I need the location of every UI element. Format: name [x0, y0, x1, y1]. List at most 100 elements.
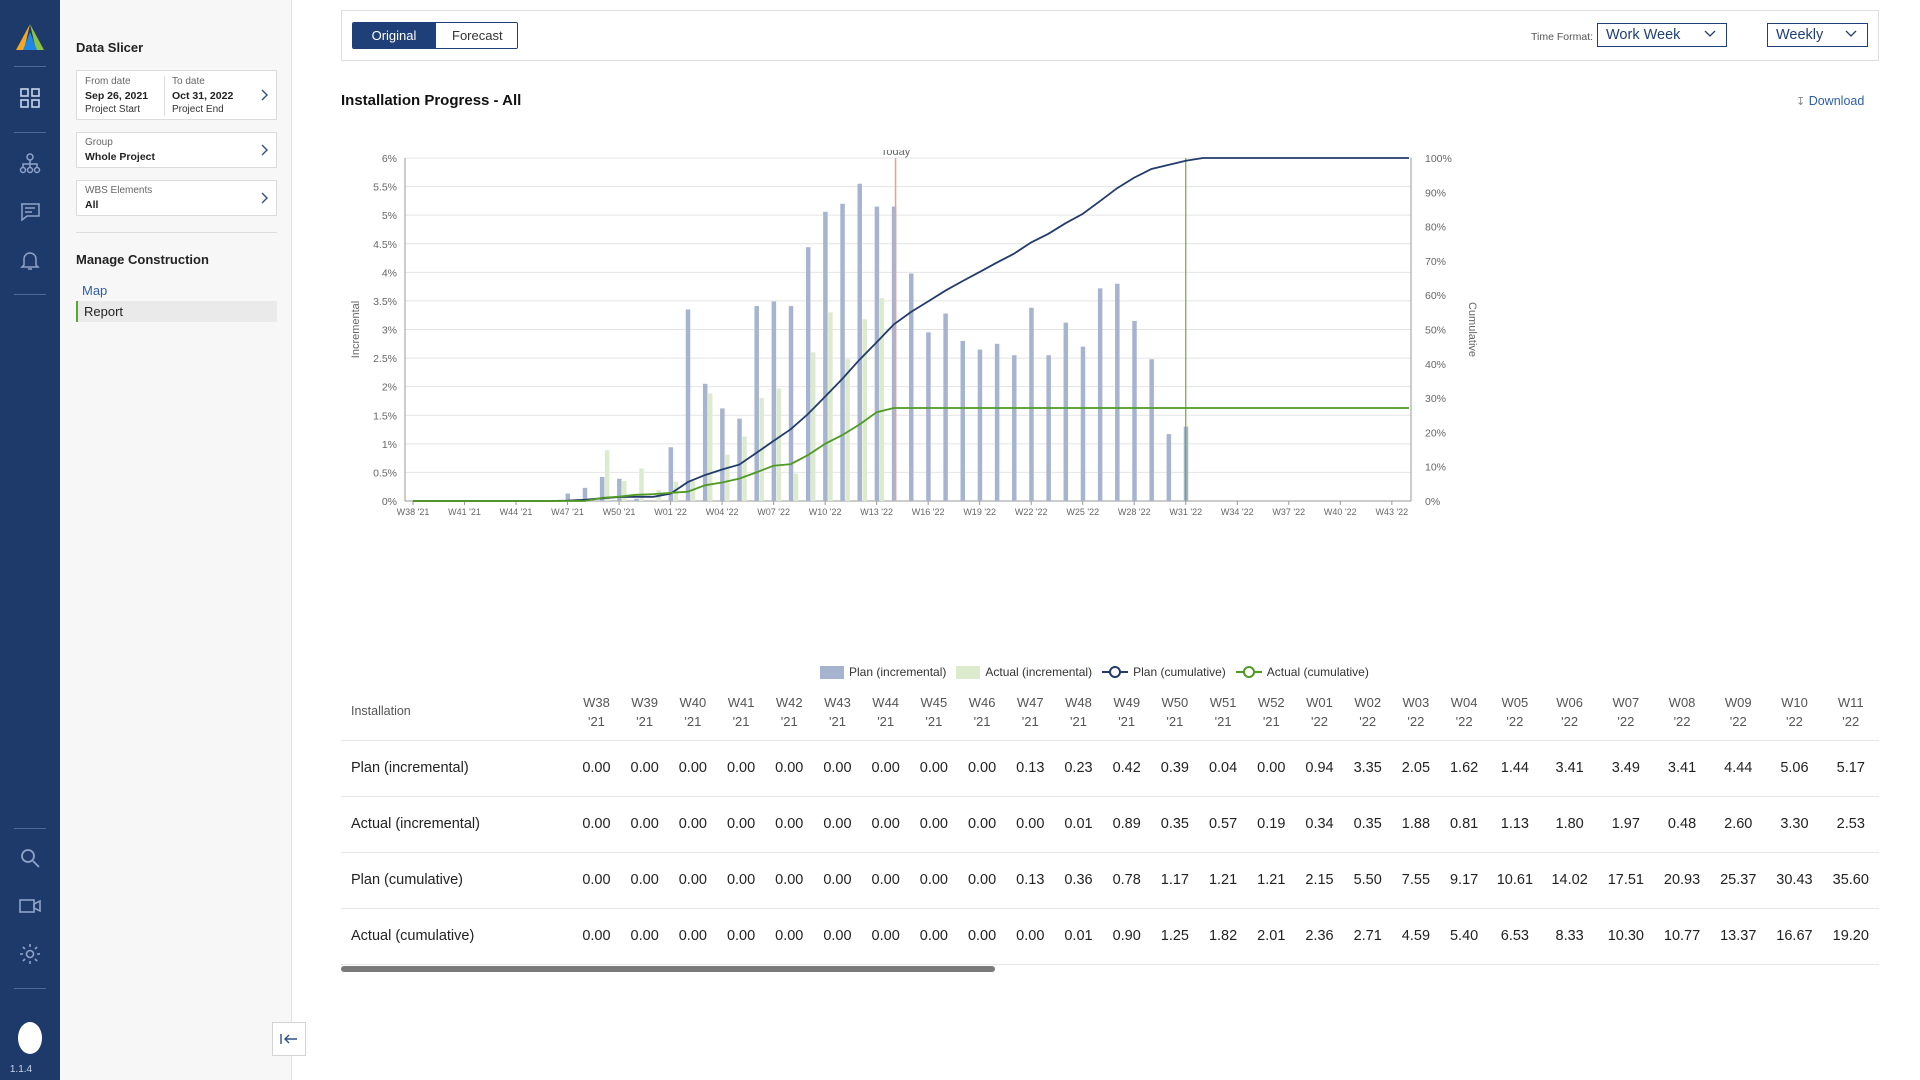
- year-label: '21: [684, 713, 702, 729]
- collapse-panel-button[interactable]: [272, 1022, 306, 1056]
- report-toolbar: Original Forecast Time Format: Work Week…: [341, 10, 1879, 61]
- data-table: Installation W38'21 W39'21 W40'21 W41'21 W42…: [341, 684, 1879, 965]
- y-left-tick-label: 6%: [382, 153, 397, 165]
- table-cell: 0.00: [716, 852, 766, 909]
- gear-icon[interactable]: [16, 940, 44, 968]
- avatar[interactable]: [18, 1022, 42, 1054]
- table-cell: 0.35: [1150, 796, 1199, 853]
- y-left-tick-label: 5%: [382, 210, 397, 222]
- year-label: '22: [1842, 713, 1860, 729]
- y-right-axis-title: Cumulative: [1466, 302, 1478, 357]
- table-cell: 0.00: [668, 796, 717, 853]
- table-cell: 4.59: [1391, 908, 1440, 965]
- week-label: W50: [1161, 694, 1189, 710]
- search-icon[interactable]: [16, 844, 44, 872]
- x-tick-label: W10 '22: [809, 507, 842, 517]
- y-left-tick-label: 5.5%: [373, 182, 397, 194]
- chevron-right-icon: [261, 192, 268, 204]
- week-label: W10: [1781, 694, 1808, 710]
- from-date-sub: Project Start: [85, 104, 141, 115]
- week-label: W08: [1668, 694, 1696, 710]
- y-left-tick-label: 3.5%: [373, 296, 397, 308]
- legend-item[interactable]: Plan (cumulative): [1102, 665, 1226, 679]
- scrollbar-thumb[interactable]: [341, 966, 995, 972]
- table-cell: 1.21: [1198, 852, 1248, 909]
- y-left-axis-title: Incremental: [350, 301, 362, 358]
- table-cell: 10.61: [1488, 852, 1542, 909]
- table-cell: 0.13: [1006, 740, 1055, 797]
- plan-incremental-bar: [720, 408, 725, 501]
- week-column-header: W46'21: [957, 684, 1007, 741]
- rail-divider: [14, 294, 46, 295]
- table-cell: 0.34: [1295, 796, 1344, 853]
- week-label: W02: [1354, 694, 1382, 710]
- legend-line-marker: [1235, 666, 1262, 678]
- manage-construction-title: Manage Construction: [76, 252, 209, 267]
- plan-incremental-bar: [909, 273, 914, 501]
- forecast-tab[interactable]: Forecast: [435, 23, 517, 48]
- table-cell: 3.41: [1653, 740, 1711, 797]
- table-cell: 5.40: [1440, 908, 1489, 965]
- table-cell: 0.23: [1054, 740, 1103, 797]
- actual-incremental-bar: [604, 450, 610, 501]
- week-label: W51: [1209, 694, 1237, 710]
- legend-item[interactable]: Actual (incremental): [956, 665, 1092, 679]
- nav-report-link[interactable]: Report: [76, 301, 277, 322]
- table-cell: 0.04: [1198, 740, 1248, 797]
- time-format-select[interactable]: Work Week: [1597, 23, 1727, 47]
- plan-incremental-bar: [1046, 355, 1051, 501]
- download-link[interactable]: ↧ Download: [1796, 94, 1864, 108]
- x-tick-label: W34 '22: [1221, 507, 1254, 517]
- table-row: Plan (incremental) 0.00 0.00 0.00 0.00 0.00 0.…: [341, 740, 1879, 797]
- original-tab[interactable]: Original: [353, 23, 435, 48]
- table-cell: 1.25: [1150, 908, 1199, 965]
- x-tick-label: W19 '22: [963, 507, 996, 517]
- bell-icon[interactable]: [16, 246, 44, 274]
- week-label: W11: [1837, 694, 1864, 710]
- week-column-header: W04'22: [1440, 684, 1489, 741]
- table-horizontal-scrollbar[interactable]: [341, 965, 1879, 973]
- date-range-selector[interactable]: From date Sep 26, 2021 Project Start To …: [76, 70, 277, 120]
- legend-item[interactable]: Actual (cumulative): [1235, 665, 1369, 679]
- plan-incremental-bar: [1166, 434, 1172, 501]
- plan-incremental-bar: [737, 418, 742, 501]
- video-icon[interactable]: [16, 892, 44, 920]
- table-cell: 0.00: [668, 852, 717, 909]
- table-cell: 17.51: [1597, 852, 1654, 909]
- dashboard-icon[interactable]: [16, 84, 44, 112]
- table-cell: 1.13: [1488, 796, 1542, 853]
- table-cell: 0.48: [1653, 796, 1711, 853]
- year-label: '21: [636, 713, 654, 729]
- wbs-label: WBS Elements: [85, 185, 153, 196]
- logo-icon: [16, 24, 44, 50]
- table-cell: 13.37: [1710, 908, 1767, 965]
- wbs-selector[interactable]: WBS Elements All: [76, 180, 277, 216]
- period-select[interactable]: Weekly: [1767, 23, 1868, 47]
- week-label: W45: [920, 694, 948, 710]
- year-label: '21: [587, 713, 605, 729]
- nav-map-link[interactable]: Map: [82, 283, 108, 298]
- x-tick-label: W38 '21: [397, 507, 430, 517]
- legend-label: Plan (cumulative): [1133, 665, 1226, 679]
- legend-item[interactable]: Plan (incremental): [820, 665, 946, 679]
- week-column-header: W08'22: [1653, 684, 1711, 741]
- table-cell: 0.00: [572, 852, 621, 909]
- y-left-tick-label: 0%: [382, 496, 397, 508]
- chat-icon[interactable]: [16, 198, 44, 226]
- group-selector[interactable]: Group Whole Project: [76, 132, 277, 168]
- table-cell: 1.88: [1391, 796, 1440, 853]
- time-format-value: Work Week: [1606, 27, 1681, 43]
- org-chart-icon[interactable]: [16, 150, 44, 178]
- date-divider: [164, 76, 165, 116]
- plan-incremental-bar: [891, 206, 897, 501]
- table-cell: 0.00: [1247, 740, 1296, 797]
- table-row: Plan (cumulative) 0.00 0.00 0.00 0.00 0.00 0.0…: [341, 852, 1879, 909]
- table-cell: 0.42: [1102, 740, 1151, 797]
- plan-incremental-bar: [617, 478, 622, 501]
- table-cell: 1.17: [1150, 852, 1199, 909]
- table-cell: 0.00: [716, 908, 766, 965]
- table-cell: 6.53: [1488, 908, 1542, 965]
- year-label: '21: [973, 713, 991, 729]
- table-cell: 25.37: [1710, 852, 1767, 909]
- table-cell: 0.00: [1006, 796, 1055, 853]
